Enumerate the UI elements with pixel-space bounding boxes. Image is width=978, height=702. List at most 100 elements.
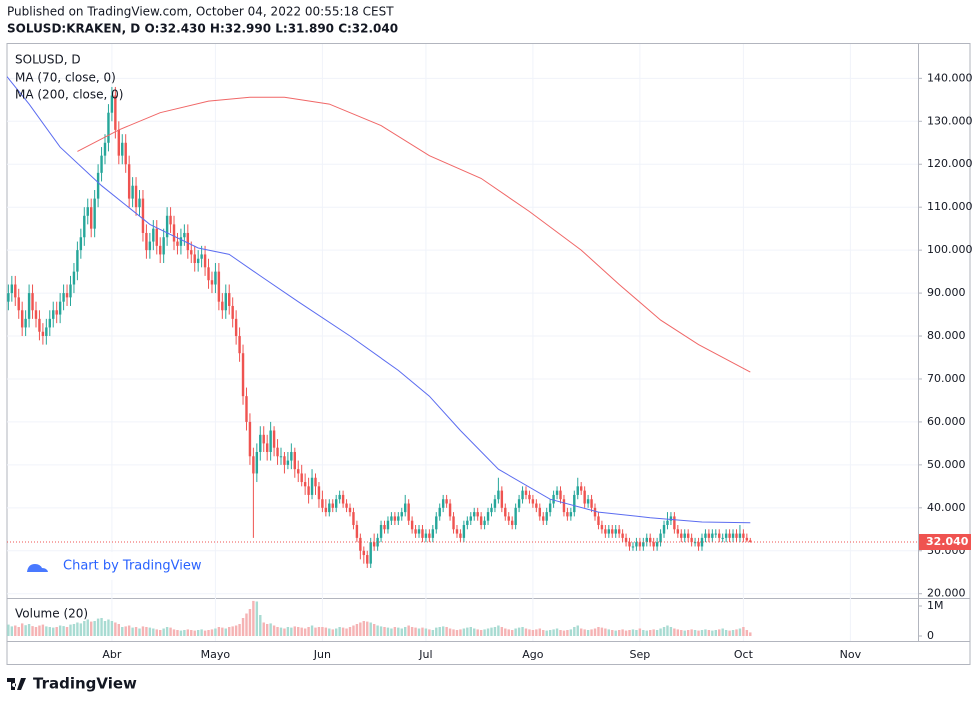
volume-bar — [348, 627, 352, 636]
volume-bar — [193, 630, 196, 636]
volume-bar — [366, 621, 369, 636]
attribution-box[interactable] — [18, 552, 204, 580]
volume-bar — [566, 630, 569, 636]
candle-body — [417, 529, 421, 534]
candle-body — [728, 533, 731, 538]
candle-body — [159, 245, 162, 255]
attribution[interactable]: Chart by TradingView — [63, 559, 202, 574]
volume-bar — [352, 625, 355, 636]
brand-logo — [7, 678, 26, 690]
volume-bar — [521, 627, 524, 636]
volume-bar — [297, 627, 300, 636]
volume-bar — [586, 630, 590, 636]
candle-body — [628, 542, 631, 547]
volume-bar — [649, 630, 652, 636]
candle-body — [466, 520, 469, 525]
legend-entry: MA (70, close, 0) — [15, 71, 116, 85]
volume-bar — [24, 625, 27, 636]
volume-bar — [490, 627, 493, 636]
candle-body — [14, 284, 17, 298]
attribution-icon — [27, 564, 48, 572]
candle-body — [203, 254, 207, 268]
candle-body — [579, 486, 583, 491]
candle-body — [10, 284, 14, 294]
volume-bar — [10, 626, 14, 636]
volume-bar — [179, 630, 183, 636]
x-tick-label: Mayo — [201, 648, 231, 661]
y-tick-label: 140.000 — [927, 71, 973, 84]
candle-body — [649, 537, 652, 543]
candle-body — [400, 512, 403, 517]
volume-bar — [497, 625, 500, 636]
candle-body — [645, 537, 648, 543]
candle-body — [459, 533, 462, 538]
volume-bar — [493, 627, 497, 636]
volume-bar — [714, 630, 717, 636]
volume-bar — [145, 627, 148, 636]
volume-bar — [655, 630, 659, 636]
volume-bar — [141, 626, 145, 636]
candle-body — [724, 533, 728, 538]
candle-body — [749, 540, 752, 542]
volume-bar — [548, 630, 552, 636]
candle-body — [479, 516, 483, 525]
volume-bar — [483, 629, 486, 636]
volume-bar — [228, 627, 231, 636]
symbol-label: SOLUSD, D — [15, 53, 81, 67]
volume-bar — [121, 627, 124, 636]
volume-bar — [469, 627, 472, 636]
volume-bar — [34, 627, 38, 636]
volume-bar — [321, 627, 324, 636]
volume-bar — [162, 628, 165, 636]
candle-body — [155, 228, 158, 246]
volume-bar — [517, 627, 521, 636]
candle-body — [338, 494, 341, 500]
volume-bar — [186, 629, 190, 636]
volume-bar — [214, 628, 217, 636]
volume-bar — [55, 627, 58, 636]
volume-bar — [41, 624, 45, 636]
candle-body — [490, 507, 493, 513]
volume-bar — [704, 629, 707, 636]
candle-body — [711, 533, 714, 538]
candle-body — [196, 258, 200, 264]
candle-body — [117, 129, 121, 156]
candle-body — [676, 529, 680, 534]
candle-body — [310, 477, 314, 495]
candle-body — [597, 516, 600, 525]
volume-bar — [110, 621, 114, 636]
candle-body — [431, 529, 435, 538]
volume-bar — [414, 627, 417, 636]
candle-body — [555, 490, 559, 495]
volume-bar — [514, 628, 517, 636]
candle-body — [272, 430, 276, 448]
volume-bar — [231, 626, 234, 636]
volume-bar — [176, 630, 179, 636]
volume-bar — [745, 630, 749, 636]
candle-body — [89, 207, 93, 229]
volume-bar — [462, 628, 466, 636]
volume-bar — [397, 627, 400, 636]
volume-bar — [169, 627, 172, 636]
volume-bar — [680, 630, 683, 636]
candle-body — [34, 310, 38, 319]
volume-bar — [635, 630, 638, 636]
volume-bar — [473, 628, 476, 636]
candle-body — [621, 533, 624, 538]
volume-bar — [300, 627, 303, 636]
candle-body — [700, 537, 704, 547]
candle-body — [528, 494, 531, 500]
candle-body — [576, 486, 579, 495]
volume-bar — [203, 630, 207, 636]
candle-body — [469, 516, 472, 521]
volume-bar — [293, 626, 297, 636]
volume-bar — [417, 628, 421, 636]
volume-bar — [303, 628, 307, 636]
volume-bar — [531, 630, 535, 636]
candle-body — [372, 542, 376, 547]
candle-body — [559, 490, 562, 500]
candle-body — [255, 451, 259, 474]
volume-bar — [127, 625, 131, 636]
candle-body — [731, 533, 735, 538]
